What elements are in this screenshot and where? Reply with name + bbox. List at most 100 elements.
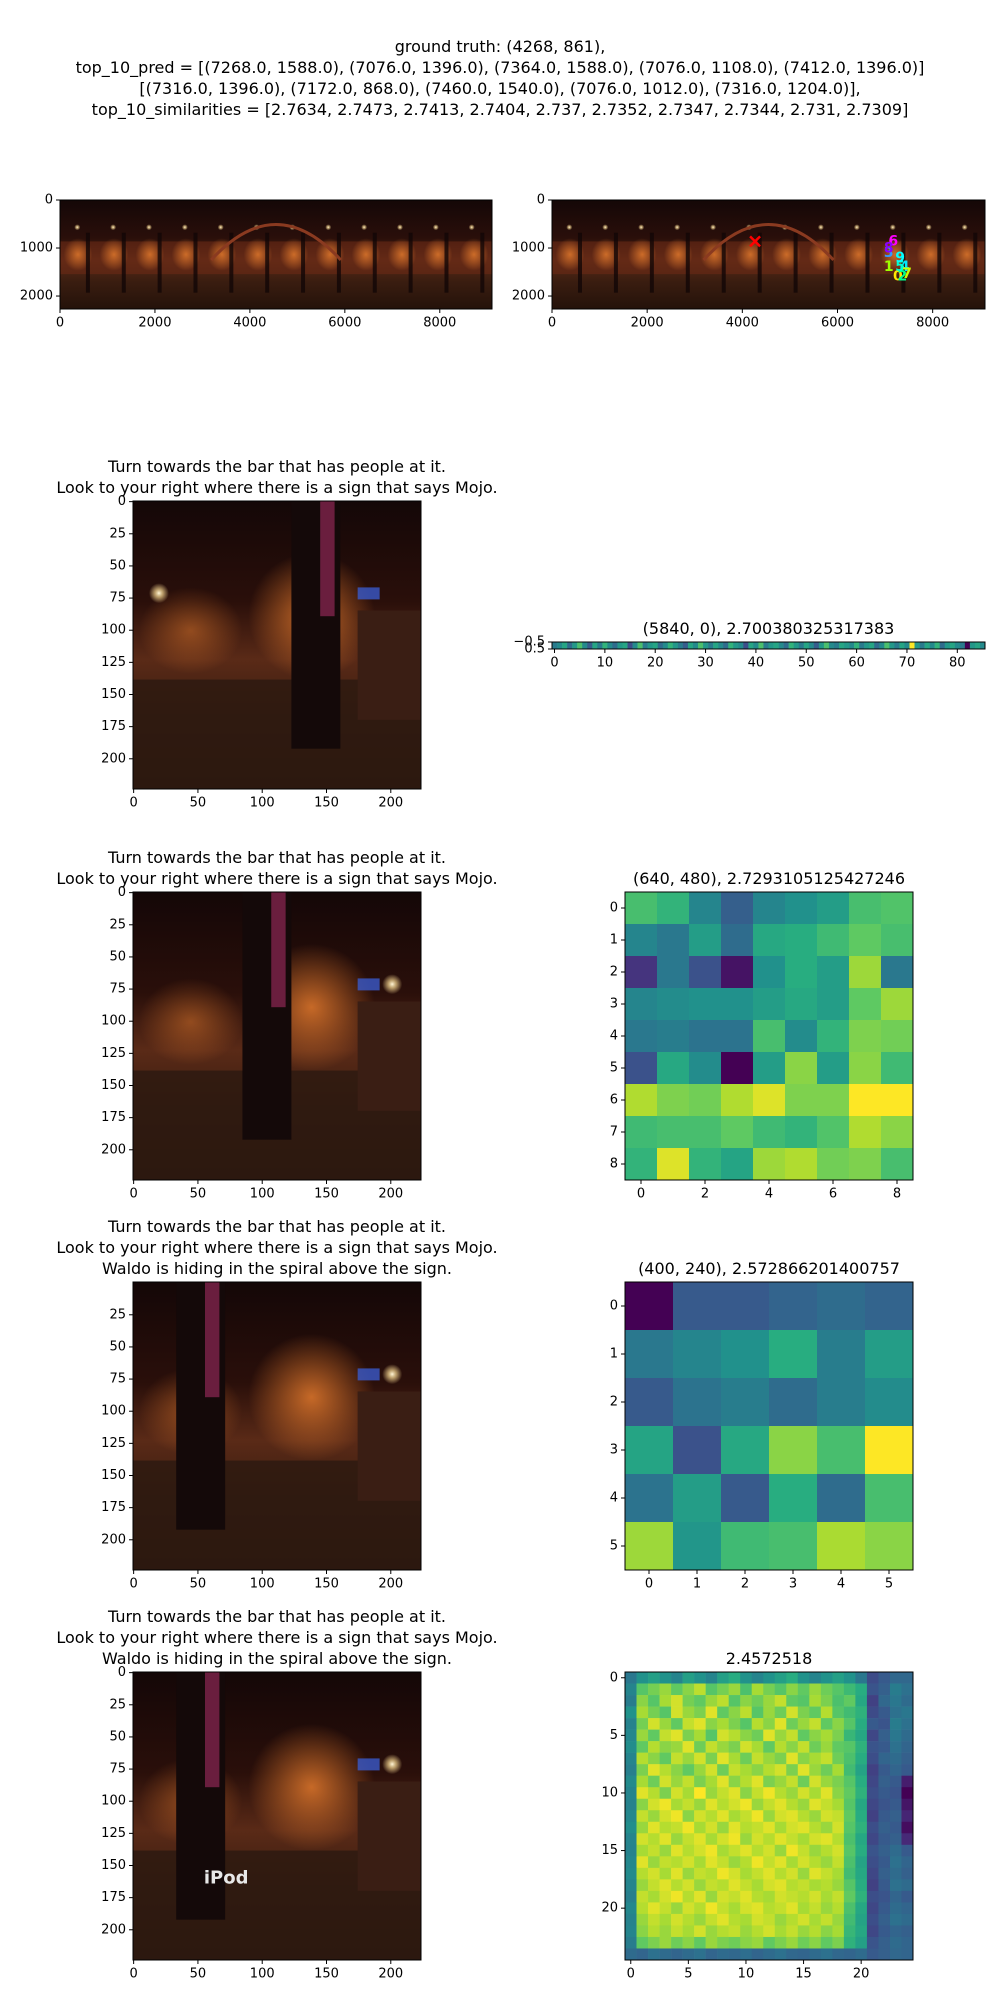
- heatmap-cell: [648, 1902, 660, 1915]
- heatmap-cell: [878, 1833, 891, 1846]
- heatmap-cell: [797, 1890, 810, 1903]
- heatmap-cell: [786, 1787, 799, 1800]
- heatmap-cell: [797, 1913, 810, 1926]
- heatmap-cell: [774, 1810, 787, 1823]
- prediction-label: 7: [902, 266, 912, 282]
- photo-sign: [357, 1368, 380, 1381]
- heatmap-cell: [832, 1821, 845, 1834]
- heatmap-cell: [763, 1810, 776, 1823]
- heatmap-cell: [832, 1798, 845, 1811]
- heatmap-cell: [625, 1052, 658, 1085]
- heatmap-cell: [878, 1890, 891, 1903]
- subplot-title: Waldo is hiding in the spiral above the …: [102, 1259, 452, 1278]
- heatmap-cell: [721, 988, 754, 1021]
- heatmap-cell: [763, 1672, 776, 1684]
- heatmap-cell: [718, 642, 724, 650]
- photo-lamp: [853, 224, 860, 231]
- heatmap-cell: [721, 1474, 770, 1523]
- heatmap-cell: [785, 1020, 818, 1053]
- heatmap-cell: [901, 1787, 914, 1800]
- photo-lamp: [382, 974, 403, 995]
- photo-lamp: [74, 224, 81, 231]
- x-tick-label: 0: [645, 1577, 653, 1592]
- axes-frame: [132, 1671, 422, 1961]
- heatmap-cell: [740, 1729, 753, 1742]
- heatmap-cell: [774, 1775, 787, 1788]
- heatmap-cell: [671, 1775, 683, 1788]
- y-tick-label: 5: [610, 1539, 618, 1554]
- subplot-title: Look to your right where there is a sign…: [56, 478, 497, 497]
- heatmap-cell: [705, 1902, 718, 1915]
- image-subplot: Turn towards the bar that has people at …: [56, 1607, 497, 1982]
- heatmap-cell: [671, 1741, 683, 1753]
- heatmap-cell: [786, 1936, 799, 1949]
- x-tick-label: 200: [378, 1577, 403, 1592]
- heatmap-cell: [740, 1867, 753, 1880]
- axes-frame: [132, 891, 422, 1181]
- heatmap-cell: [855, 1913, 868, 1926]
- heatmap-cell: [832, 1706, 845, 1719]
- heatmap-cell: [740, 1879, 753, 1892]
- heatmap-cell: [636, 1821, 649, 1834]
- heatmap-cell: [705, 1672, 718, 1684]
- heatmap-cell: [832, 1936, 845, 1949]
- photo-lamp: [432, 224, 439, 231]
- heatmap-cell: [728, 1729, 741, 1742]
- heatmap-cell: [728, 1844, 741, 1857]
- y-tick-label: 1: [610, 933, 618, 948]
- heatmap-cell: [577, 642, 583, 650]
- heatmap-cell: [721, 1378, 770, 1427]
- heatmap-cell: [818, 642, 825, 650]
- x-tick-label: 0: [130, 1577, 138, 1592]
- photo-sign: [357, 587, 380, 600]
- heatmap-cell: [774, 1925, 787, 1938]
- photo-pillar: [121, 232, 126, 293]
- heatmap-cell: [763, 1844, 776, 1857]
- axes-frame: [551, 199, 986, 310]
- heatmap-cell: [740, 1798, 753, 1811]
- heatmap-cell: [866, 1856, 879, 1869]
- heatmap-cell: [728, 1775, 741, 1788]
- heatmap-cell: [705, 1752, 718, 1765]
- heatmap-cell: [659, 1948, 672, 1961]
- heatmap-cell: [721, 1282, 770, 1331]
- heatmap-cell: [901, 1902, 914, 1915]
- heatmap-cell: [809, 1810, 822, 1823]
- heatmap-cell: [769, 1330, 818, 1379]
- heatmap-cell: [797, 1936, 810, 1949]
- heatmap-cell: [889, 1775, 902, 1788]
- photo-lamp: [566, 224, 573, 231]
- heatmap-cell: [705, 1821, 718, 1834]
- heatmap-cell: [774, 1718, 787, 1730]
- heatmap-cell: [751, 1683, 764, 1696]
- heatmap-cell: [636, 1752, 649, 1765]
- heatmap-cell: [797, 1948, 810, 1961]
- prediction-label: 3: [884, 245, 894, 261]
- heatmap-cell: [705, 1867, 718, 1880]
- heatmap-cell: [878, 1672, 891, 1684]
- heatmap-cell: [820, 1879, 833, 1892]
- x-tick-label: 150: [314, 1577, 339, 1592]
- y-tick-label: −0.5: [513, 635, 545, 650]
- heatmap-cell: [820, 1741, 833, 1753]
- heatmap-cell: [843, 1752, 856, 1765]
- heatmap-cell: [717, 1936, 729, 1949]
- heatmap-cell: [705, 1844, 718, 1857]
- heatmap-cell: [682, 1764, 695, 1776]
- heatmap-cell: [659, 1741, 672, 1753]
- heatmap-cell: [740, 1775, 753, 1788]
- heatmap-cell: [728, 1718, 741, 1730]
- heatmap-cell: [659, 1833, 672, 1846]
- heatmap-cell: [659, 1729, 672, 1742]
- heatmap-cell: [809, 1867, 822, 1880]
- heatmap-cell: [843, 1925, 856, 1938]
- heatmap-cell: [751, 1925, 764, 1938]
- heatmap-cell: [705, 1775, 718, 1788]
- heatmap-cell: [817, 1282, 866, 1331]
- heatmap-cell: [855, 1879, 868, 1892]
- photo-bar-counter: [357, 610, 421, 720]
- x-tick-label: 100: [250, 796, 275, 811]
- heatmap-cell: [625, 1330, 674, 1379]
- heatmap-cell: [733, 642, 739, 650]
- heatmap-cell: [632, 642, 638, 650]
